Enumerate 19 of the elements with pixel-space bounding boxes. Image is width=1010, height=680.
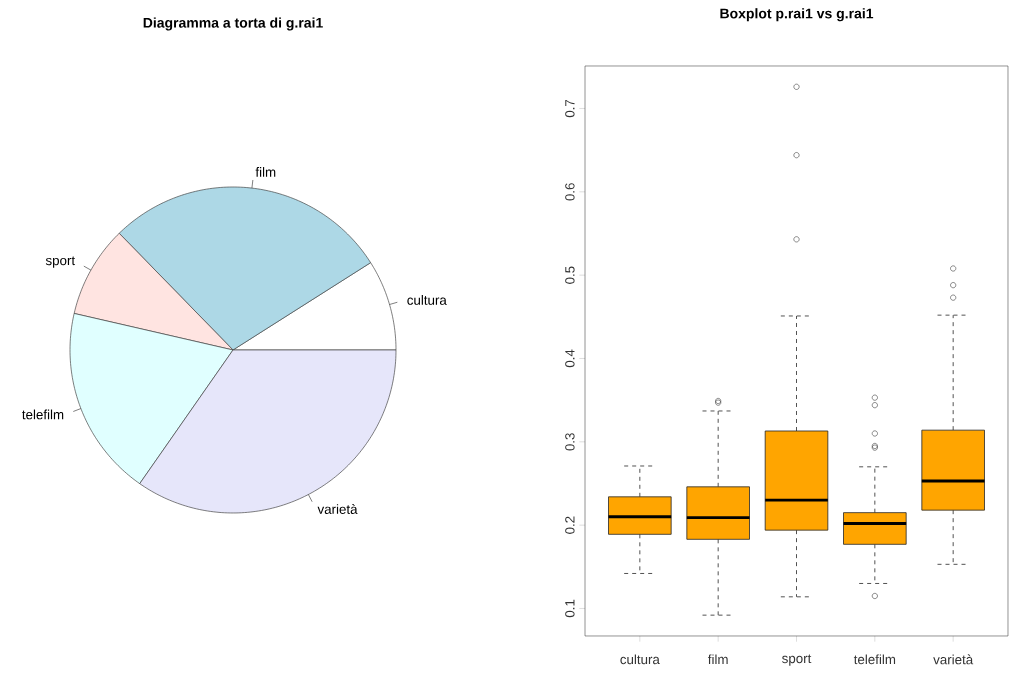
y-tick-label: 0.5 <box>565 266 575 284</box>
y-tick-label: 0.4 <box>565 349 575 368</box>
x-tick-label: film <box>707 654 728 665</box>
slice-label: cultura <box>407 295 447 305</box>
slice-label: sport <box>45 256 76 268</box>
y-tick-label: 0.1 <box>565 599 575 618</box>
slice-label: telefilm <box>22 409 64 420</box>
slice-label: film <box>255 167 276 177</box>
x-tick-label: sport <box>782 654 812 666</box>
y-tick-label: 0.2 <box>565 516 575 534</box>
chart-title: Boxplot p.rai1 vs g.rai1 <box>720 8 874 22</box>
y-tick-label: 0.6 <box>565 183 575 201</box>
x-tick-label: telefilm <box>853 654 896 665</box>
chart-title: Diagramma a torta di g.rai1 <box>143 17 323 31</box>
y-tick-label: 0.3 <box>565 433 575 451</box>
y-tick-label: 0.7 <box>565 99 575 118</box>
x-tick-label: varietà <box>933 654 974 665</box>
x-tick-label: cultura <box>620 654 660 665</box>
slice-label: varietà <box>317 503 358 514</box>
